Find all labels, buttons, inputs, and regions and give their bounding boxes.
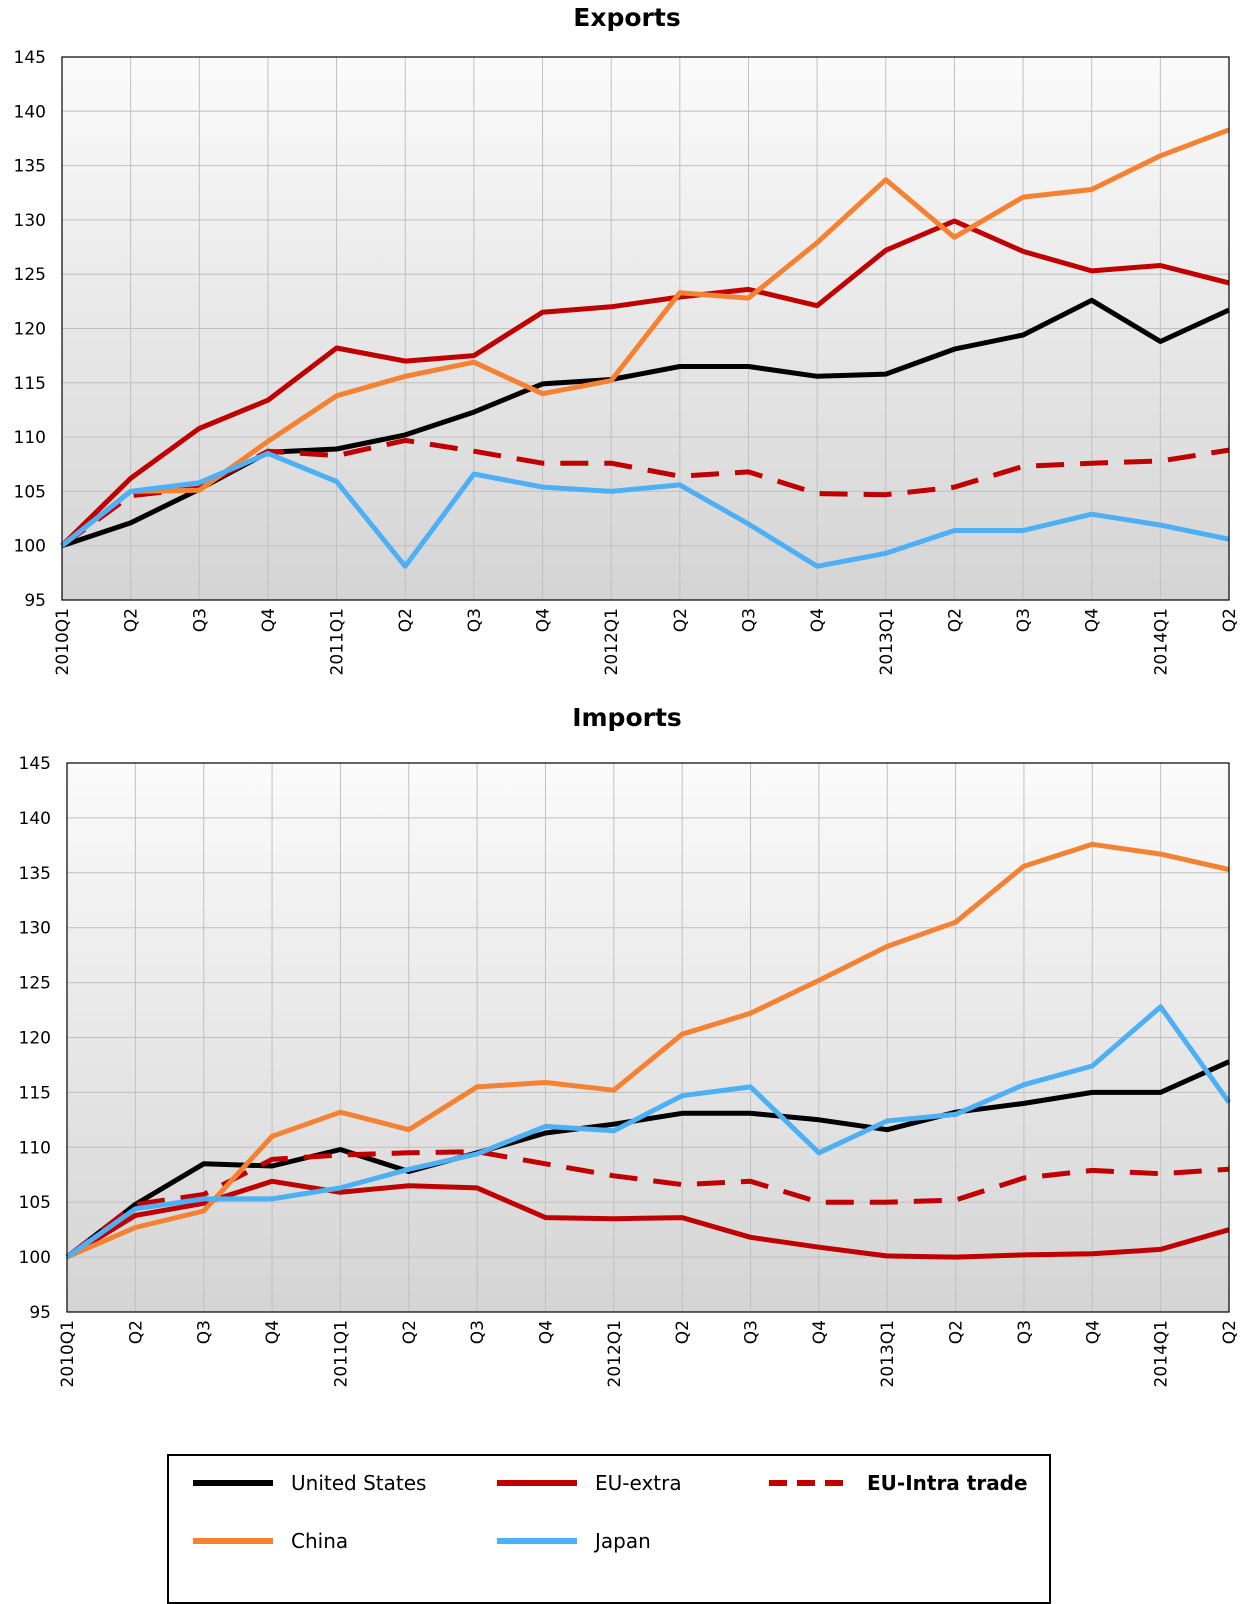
legend-label-united-states: United States (291, 1471, 427, 1495)
exports-frame (61, 56, 1230, 601)
exports-ytick-115: 115 (14, 374, 46, 394)
exports-ytick-105: 105 (14, 482, 46, 502)
imports-xtick-1: Q2 (126, 1320, 146, 1344)
exports-xtick-13: Q2 (945, 608, 965, 632)
legend-swatch-china (193, 1538, 273, 1544)
imports-ytick-110: 110 (19, 1138, 51, 1158)
exports-xtick-11: Q4 (808, 608, 828, 632)
imports-ytick-125: 125 (19, 974, 51, 994)
exports-ytick-100: 100 (14, 537, 46, 557)
imports-xtick-14: Q3 (1015, 1320, 1035, 1344)
exports-xtick-9: Q2 (671, 608, 691, 632)
legend-item-china: China (193, 1526, 348, 1556)
imports-series (65, 762, 1232, 1313)
imports-xtick-10: Q3 (742, 1320, 762, 1344)
exports-xtick-8: 2012Q1 (602, 608, 622, 675)
legend-item-japan: Japan (497, 1526, 651, 1556)
imports-frame (66, 762, 1230, 1313)
imports-xtick-3: Q4 (263, 1320, 283, 1344)
imports-xtick-11: Q4 (810, 1320, 830, 1344)
exports-ytick-135: 135 (14, 157, 46, 177)
exports-xtick-17: Q2 (1220, 608, 1240, 632)
exports-ytick-110: 110 (14, 428, 46, 448)
imports-xtick-7: Q4 (536, 1320, 556, 1344)
imports-ytick-115: 115 (19, 1083, 51, 1103)
exports-xtick-5: Q2 (396, 608, 416, 632)
exports-x-ticks: 2010Q1 Q2 Q3 Q4 2011Q1 Q2 Q3 Q4 2012Q1 Q2 Q3 Q4 2013… (53, 608, 1240, 675)
exports-y-ticks: 95 100 105 110 115 120 125 130 135 140 145 (14, 48, 46, 611)
imports-ytick-105: 105 (19, 1193, 51, 1213)
exports-xtick-3: Q4 (259, 608, 279, 632)
exports-xtick-4: 2011Q1 (328, 608, 348, 675)
exports-xtick-14: Q3 (1014, 608, 1034, 632)
imports-ytick-135: 135 (19, 864, 51, 884)
imports-xtick-8: 2012Q1 (605, 1320, 625, 1387)
legend: United States EU-extra EU-Intra trade Ch… (167, 1454, 1051, 1604)
exports-ytick-120: 120 (14, 320, 46, 340)
legend-item-united-states: United States (193, 1468, 426, 1498)
imports-xtick-17: Q2 (1220, 1320, 1240, 1344)
legend-item-eu-extra: EU-extra (497, 1468, 682, 1498)
exports-ytick-140: 140 (14, 102, 46, 122)
imports-ytick-140: 140 (19, 809, 51, 829)
legend-label-eu-intra: EU-Intra trade (867, 1471, 1028, 1495)
imports-xtick-4: 2011Q1 (331, 1320, 351, 1387)
imports-series-japan (65, 1004, 1232, 1260)
imports-series-united-states (65, 1059, 1231, 1260)
exports-xtick-12: 2013Q1 (877, 608, 897, 675)
imports-xtick-15: Q4 (1083, 1320, 1103, 1344)
imports-ytick-100: 100 (19, 1248, 51, 1268)
imports-ytick-120: 120 (19, 1029, 51, 1049)
imports-xtick-2: Q3 (195, 1320, 215, 1344)
exports-title: Exports (573, 3, 680, 32)
exports-xtick-2: Q3 (190, 608, 210, 632)
imports-xtick-9: Q2 (673, 1320, 693, 1344)
legend-swatch-eu-extra (497, 1480, 577, 1486)
exports-ytick-145: 145 (14, 48, 46, 68)
imports-xtick-5: Q2 (400, 1320, 420, 1344)
imports-ytick-95: 95 (29, 1303, 51, 1323)
exports-chart: Exports 95 100 105 110 115 120 125 130 135 140 145… (14, 3, 1240, 675)
exports-xtick-0: 2010Q1 (53, 608, 73, 675)
imports-series-china (66, 841, 1230, 1260)
exports-xtick-16: 2014Q1 (1151, 608, 1171, 675)
imports-xtick-12: 2013Q1 (878, 1320, 898, 1387)
imports-x-ticks: 2010Q1 Q2 Q3 Q4 2011Q1 Q2 Q3 Q4 2012Q1 Q2 Q3 Q4 2013… (58, 1320, 1240, 1387)
exports-xtick-6: Q3 (465, 608, 485, 632)
legend-label-china: China (291, 1529, 349, 1553)
legend-item-eu-intra: EU-Intra trade (769, 1468, 1028, 1498)
imports-xtick-0: 2010Q1 (58, 1320, 78, 1387)
exports-ytick-130: 130 (14, 211, 46, 231)
legend-label-eu-extra: EU-extra (595, 1471, 682, 1495)
exports-xtick-15: Q4 (1083, 608, 1103, 632)
legend-label-japan: Japan (595, 1529, 651, 1553)
exports-series-china (60, 127, 1230, 548)
imports-xtick-13: Q2 (947, 1320, 967, 1344)
imports-y-ticks: 95 100 105 110 115 120 125 130 135 140 145 (19, 754, 51, 1323)
legend-swatch-united-states (193, 1480, 273, 1486)
legend-swatch-japan (497, 1538, 577, 1544)
exports-series-japan (60, 450, 1230, 569)
legend-swatch-eu-intra (769, 1480, 849, 1486)
imports-ytick-145: 145 (19, 754, 51, 774)
imports-ytick-130: 130 (19, 919, 51, 939)
charts-canvas: Exports 95 100 105 110 115 120 125 130 135 140 145… (14, 3, 1240, 1387)
exports-ytick-95: 95 (24, 591, 46, 611)
exports-ytick-125: 125 (14, 265, 46, 285)
exports-xtick-10: Q3 (739, 608, 759, 632)
imports-xtick-16: 2014Q1 (1152, 1320, 1172, 1387)
exports-xtick-1: Q2 (122, 608, 142, 632)
imports-series-eu-extra (65, 1178, 1230, 1260)
imports-title: Imports (572, 703, 682, 732)
exports-series (60, 56, 1231, 601)
imports-xtick-6: Q3 (468, 1320, 488, 1344)
imports-chart: Imports 95 100 105 110 115 120 125 130 135 140 145… (19, 703, 1240, 1387)
exports-xtick-7: Q4 (534, 608, 554, 632)
exports-series-eu-extra (60, 218, 1230, 548)
